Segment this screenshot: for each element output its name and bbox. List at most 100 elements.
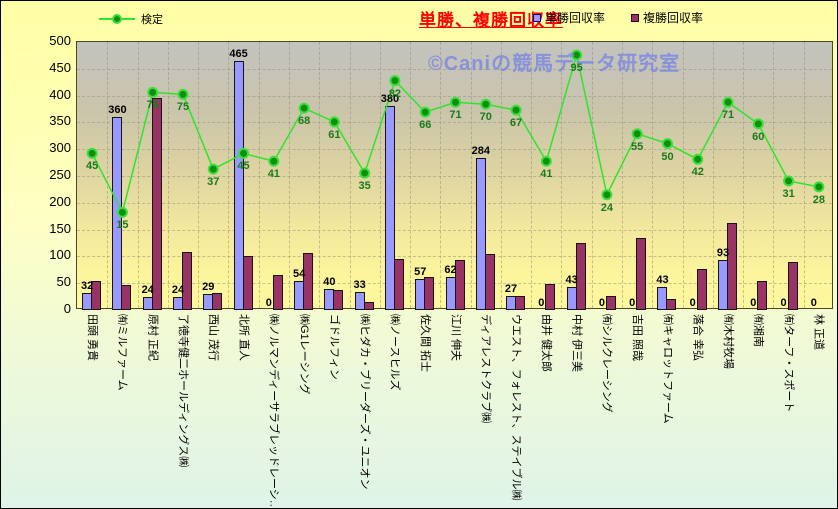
tansho-bar [354,292,365,310]
category-label: 佐久間 拓士 [419,314,431,373]
tansho-value-label: 43 [656,273,669,286]
v-gridline [531,42,533,308]
category-cell: 西山 茂行 [197,314,227,506]
kentei-value-label: 31 [782,187,795,200]
category-cell: 由井 健太郎 [530,314,560,506]
v-gridline [258,42,260,308]
tansho-value-label: 0 [810,297,817,309]
kentei-value-label: 37 [207,176,220,189]
kentei-value-label: 68 [297,115,311,128]
tansho-value-label: 27 [504,282,518,295]
fukusho-bar [515,295,526,310]
kentei-value-label: 45 [86,160,99,173]
fukusho-swatch-icon [631,13,640,22]
category-label: 原村 正紀 [146,314,159,362]
category-label: ゴドルフィン [328,314,341,380]
chart-title: 単勝、複勝回収率 [419,11,563,30]
y-tick-label: 200 [49,193,71,209]
v-gridline [137,42,139,308]
v-gridline [167,42,169,308]
h-gridline [77,68,832,70]
kentei-value-label: 42 [691,166,704,179]
category-cell: 江川 伸夫 [439,314,469,506]
v-gridline [228,42,230,308]
fukusho-bar [121,284,132,310]
category-label: 落合 幸弘 [691,314,704,362]
category-label: 北所 直人 [237,314,250,362]
tansho-value-label: 24 [141,284,154,297]
tansho-value-label: 43 [565,273,578,286]
kentei-point [601,189,613,201]
h-gridline [77,122,832,124]
h-gridline [77,95,832,97]
category-cell: 吉田 照哉 [621,314,651,506]
category-label: ディアレストクラブ㈱ [479,314,492,424]
kentei-value-label: 55 [631,140,644,153]
category-cell: ㈲湘南 [742,314,772,506]
y-tick-label: 0 [63,301,71,316]
kentei-value-label: 35 [358,180,371,193]
kentei-value-label: 82 [388,87,402,100]
kentei-point [177,88,189,100]
kentei-point [722,96,734,108]
category-cell: 佐久間 拓士 [409,314,439,506]
category-cell: ゴドルフィン [318,314,348,506]
kentei-marker-icon [112,14,122,24]
category-cell: ディアレストクラブ㈱ [470,314,500,506]
kentei-point [147,86,159,98]
kentei-point [268,155,280,167]
tansho-value-label: 0 [780,297,787,309]
kentei-point [783,175,795,187]
watermark: ©Caniの競馬データ研究室 [428,53,681,75]
v-gridline [622,42,624,308]
v-gridline [349,42,351,308]
kentei-value-label: 75 [176,101,190,114]
tansho-value-label: 57 [414,266,427,279]
v-gridline [803,42,805,308]
legend-kentei: 検定 [99,11,163,27]
kentei-value-label: 76 [146,99,159,112]
legend-kentei-label: 検定 [141,14,163,26]
tansho-bar [384,106,395,310]
fukusho-bar [727,222,738,310]
kentei-value-label: 41 [540,168,553,181]
tansho-value-label: 93 [716,247,730,260]
category-cell: ウエスト、フォレスト、ステイブル㈱ [500,314,530,506]
category-cell: 了徳寺健二ホールディングス㈱ [167,314,197,506]
kentei-point [510,104,522,116]
kentei-value-label: 28 [812,193,825,206]
kentei-point [298,102,310,114]
y-tick-label: 50 [56,274,71,290]
tansho-value-label: 54 [292,268,306,281]
kentei-point [207,163,219,175]
h-gridline [77,229,832,231]
category-label: ㈲キャロットファーム [661,314,674,424]
category-label: ㈲木村牧場 [721,314,734,369]
category-label: ㈲ミルファーム [116,314,129,391]
legend-bars: 単勝回収率 複勝回収率 [533,9,703,26]
fukusho-bar [272,275,283,310]
fukusho-bar [242,256,253,310]
fukusho-bar [454,260,465,310]
v-gridline [500,42,502,308]
category-label: 西山 茂行 [207,314,220,362]
tansho-value-label: 0 [750,297,757,309]
tansho-value-label: 40 [323,275,336,288]
category-cell: ㈲キャロットファーム [651,314,681,506]
y-tick-label: 500 [49,33,71,48]
tansho-bar [233,60,244,310]
category-label: ㈱ノルマンディーサラブレッドレーシ… [267,314,280,506]
v-gridline [198,42,200,308]
category-label: ウエスト、フォレスト、ステイブル㈱ [509,314,522,501]
y-tick-label: 250 [49,167,71,182]
kentei-point [692,153,704,165]
kentei-value-label: 95 [570,62,583,75]
category-cell: 林 正道 [803,314,833,506]
kentei-value-label: 67 [509,117,523,130]
h-gridline [77,202,832,204]
kentei-value-label: 45 [237,160,250,173]
kentei-point [480,98,492,110]
kentei-point [389,75,401,87]
category-label: ㈱ヒダカ・ブリーダーズ・ユニオン [358,314,371,490]
tansho-value-label: 62 [444,263,457,276]
